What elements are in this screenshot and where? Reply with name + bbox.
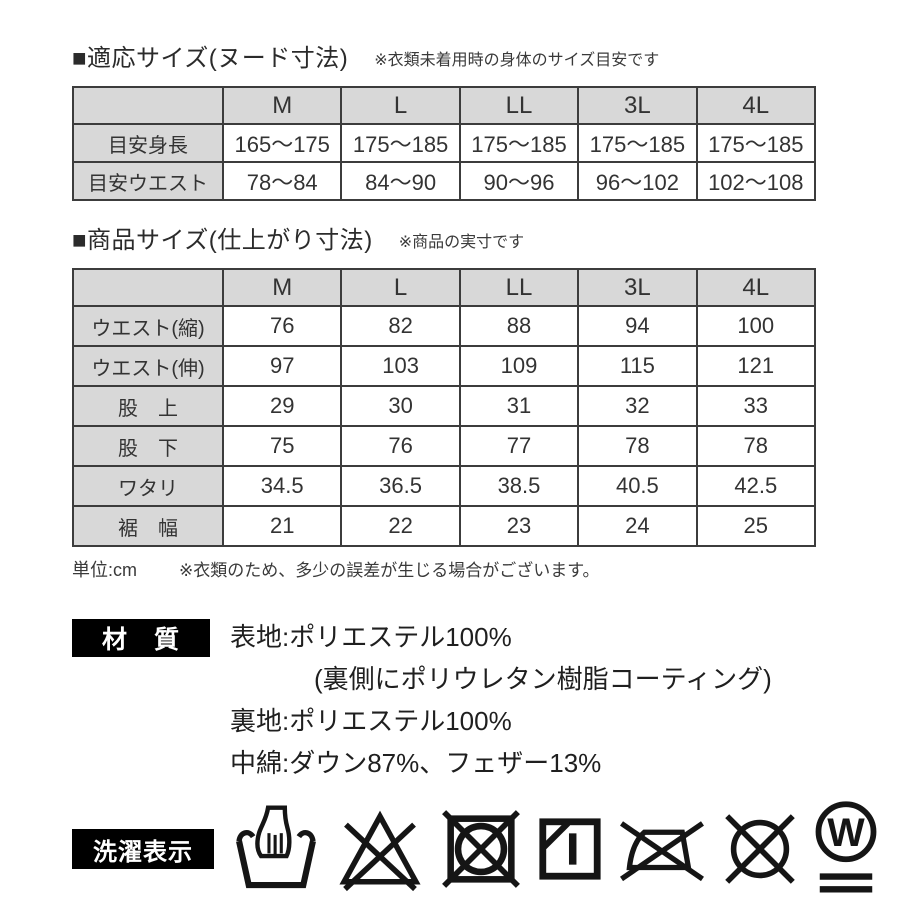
value-cell: 96〜102: [577, 161, 698, 201]
value-cell: 115: [577, 345, 698, 387]
product-size-table: M L LL 3L 4L ウエスト(縮) 76 82 88 94 100 ウエスト(伸) 97 103 10…: [72, 268, 817, 547]
value-cell: 75: [221, 425, 343, 467]
value-cell: 100: [695, 305, 817, 347]
value-cell: 29: [221, 385, 343, 427]
value-cell: 31: [458, 385, 580, 427]
size-column-header: L: [340, 268, 461, 307]
size-column-header: L: [340, 86, 461, 125]
value-cell: 76: [221, 305, 343, 347]
material-line: (裏側にポリウレタン樹脂コーティング): [314, 664, 772, 694]
material-line: 表地:ポリエステル100%: [230, 622, 512, 652]
value-cell: 40.5: [577, 465, 698, 507]
nude-size-header: ■適応サイズ(ヌード寸法) ※衣類未着用時の身体のサイズ目安です: [72, 38, 840, 73]
value-cell: 84〜90: [340, 161, 461, 201]
value-cell: 88: [458, 305, 580, 347]
materials-tag: 材 質: [72, 619, 210, 657]
line-dry-in-shade-icon: [539, 818, 601, 880]
value-cell: 24: [577, 505, 698, 547]
value-cell: 76: [340, 425, 461, 467]
table-row: 股 上 29 30 31 32 33: [72, 385, 817, 427]
table-row: 目安ウエスト 78〜84 84〜90 90〜96 96〜102 102〜108: [72, 161, 817, 201]
value-cell: 121: [695, 345, 817, 387]
table-row: ウエスト(縮) 76 82 88 94 100: [72, 305, 817, 347]
size-column-header: 4L: [695, 268, 817, 307]
value-cell: 175〜185: [695, 123, 817, 163]
value-cell: 30: [340, 385, 461, 427]
value-cell: 78: [695, 425, 817, 467]
value-cell: 33: [695, 385, 817, 427]
material-line: 中綿:ダウン87%、フェザー13%: [230, 748, 602, 778]
value-cell: 103: [340, 345, 461, 387]
row-label: ウエスト(縮): [72, 305, 224, 347]
table-row: ウエスト(伸) 97 103 109 115 121: [72, 345, 817, 387]
value-cell: 175〜185: [340, 123, 461, 163]
materials-section: 材 質 表地:ポリエステル100% (裏側にポリウレタン樹脂コーティング) 裏地:ポ…: [72, 616, 840, 784]
size-column-header: LL: [458, 86, 580, 125]
product-size-title: ■商品サイズ(仕上がり寸法): [72, 227, 373, 254]
value-cell: 82: [340, 305, 461, 347]
no-iron-icon: [620, 821, 704, 882]
table-row: 裾 幅 21 22 23 24 25: [72, 505, 817, 547]
no-bleach-icon: [339, 810, 421, 891]
value-cell: 21: [221, 505, 343, 547]
value-cell: 175〜185: [577, 123, 698, 163]
size-column-header: M: [221, 268, 343, 307]
hand-wash-icon: [236, 805, 316, 889]
table-row: 目安身長 165〜175 175〜185 175〜185 175〜185 175〜185: [72, 123, 817, 163]
value-cell: 77: [458, 425, 580, 467]
size-column-header: 3L: [577, 86, 698, 125]
no-tumble-dry-icon: [442, 810, 520, 888]
size-column-header: M: [221, 86, 343, 125]
wet-clean-letter: W: [827, 811, 865, 855]
value-cell: 94: [577, 305, 698, 347]
row-label: ウエスト(伸): [72, 345, 224, 387]
nude-size-title: ■適応サイズ(ヌード寸法): [72, 45, 349, 72]
wet-clean-very-gentle-icon: W: [815, 801, 877, 893]
size-column-header: LL: [458, 268, 580, 307]
row-label: ワタリ: [72, 465, 224, 507]
product-size-header: ■商品サイズ(仕上がり寸法) ※商品の実寸です: [72, 220, 840, 255]
value-cell: 38.5: [458, 465, 580, 507]
value-cell: 78〜84: [221, 161, 343, 201]
size-column-header: 3L: [577, 268, 698, 307]
care-icon-row: W: [232, 800, 878, 898]
value-cell: 34.5: [221, 465, 343, 507]
table-row: ワタリ 34.5 36.5 38.5 40.5 42.5: [72, 465, 817, 507]
corner-cell: [72, 86, 224, 125]
unit-label: 単位:cm: [72, 560, 137, 580]
care-tag: 洗濯表示: [72, 829, 214, 869]
row-label: 目安身長: [72, 123, 224, 163]
table-footnote: 単位:cm ※衣類のため、多少の誤差が生じる場合がございます。: [72, 556, 840, 582]
value-cell: 32: [577, 385, 698, 427]
value-cell: 102〜108: [695, 161, 817, 201]
product-size-note: ※商品の実寸です: [398, 234, 525, 251]
size-column-header: 4L: [695, 86, 817, 125]
row-label: 股 上: [72, 385, 224, 427]
nude-size-table: M L LL 3L 4L 目安身長 165〜175 175〜185 175〜185 175〜185…: [72, 86, 817, 201]
materials-lines: 表地:ポリエステル100% (裏側にポリウレタン樹脂コーティング) 裏地:ポリエステ…: [230, 616, 772, 784]
value-cell: 23: [458, 505, 580, 547]
value-cell: 42.5: [695, 465, 817, 507]
value-cell: 25: [695, 505, 817, 547]
row-label: 裾 幅: [72, 505, 224, 547]
value-cell: 109: [458, 345, 580, 387]
table-row: 股 下 75 76 77 78 78: [72, 425, 817, 467]
no-dry-clean-icon: [725, 814, 795, 884]
row-label: 目安ウエスト: [72, 161, 224, 201]
value-cell: 175〜185: [458, 123, 580, 163]
value-cell: 97: [221, 345, 343, 387]
tolerance-note: ※衣類のため、多少の誤差が生じる場合がございます。: [179, 561, 600, 580]
care-section: 洗濯表示: [72, 800, 877, 898]
value-cell: 90〜96: [458, 161, 580, 201]
value-cell: 36.5: [340, 465, 461, 507]
value-cell: 78: [577, 425, 698, 467]
nude-size-note: ※衣類未着用時の身体のサイズ目安です: [374, 52, 660, 69]
value-cell: 22: [340, 505, 461, 547]
row-label: 股 下: [72, 425, 224, 467]
corner-cell: [72, 268, 224, 307]
material-line: 裏地:ポリエステル100%: [230, 706, 512, 736]
value-cell: 165〜175: [221, 123, 343, 163]
